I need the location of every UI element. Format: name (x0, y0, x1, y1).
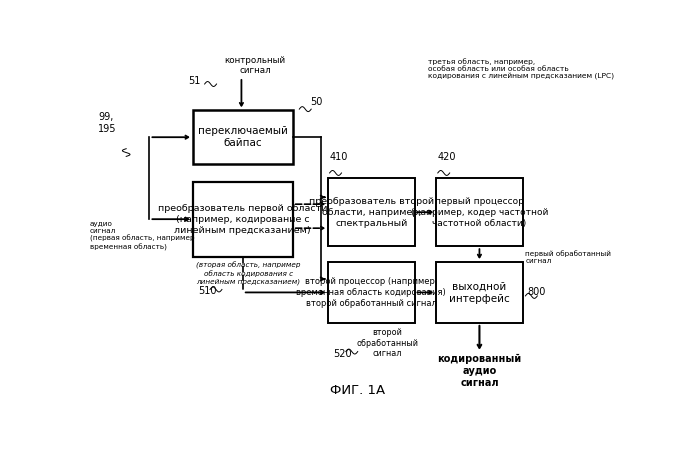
Text: первый процессор
(например, кодер частотной
частотной области): первый процессор (например, кодер частот… (410, 197, 548, 228)
FancyBboxPatch shape (328, 262, 415, 323)
Text: третья область, например,
особая область или особая область
кодирования с линейн: третья область, например, особая область… (428, 58, 614, 80)
Text: преобразователь первой области
(например, кодирование с
линейным предсказанием): преобразователь первой области (например… (158, 203, 327, 235)
Text: 410: 410 (329, 153, 348, 163)
Text: 510: 510 (198, 286, 216, 296)
Text: кодированный
аудио
сигнал: кодированный аудио сигнал (438, 354, 521, 388)
Text: 99,
195: 99, 195 (98, 112, 117, 134)
FancyBboxPatch shape (328, 178, 415, 246)
Text: переключаемый
байпас: переключаемый байпас (198, 126, 288, 149)
Text: аудио
сигнал
(первая область, например
временная область): аудио сигнал (первая область, например в… (90, 221, 195, 251)
Text: первый обработанный
сигнал: первый обработанный сигнал (526, 250, 611, 264)
Text: 420: 420 (438, 153, 456, 163)
Text: второй
обработанный
сигнал: второй обработанный сигнал (357, 328, 419, 358)
Text: 50: 50 (310, 96, 322, 106)
Text: контрольный
сигнал: контрольный сигнал (224, 56, 285, 75)
Text: второй процессор (например,
временная область кодирования)
второй обработанный с: второй процессор (например, временная об… (297, 277, 446, 308)
FancyBboxPatch shape (436, 178, 523, 246)
FancyBboxPatch shape (193, 110, 293, 164)
Text: выходной
интерфейс: выходной интерфейс (449, 281, 510, 304)
FancyBboxPatch shape (193, 182, 293, 257)
Text: ФИГ. 1А: ФИГ. 1А (330, 384, 385, 397)
Text: (вторая область, например
область кодирования с
линейным предсказанием): (вторая область, например область кодиро… (196, 262, 300, 285)
Text: 520: 520 (334, 349, 352, 359)
Text: 51: 51 (188, 76, 201, 86)
Text: 800: 800 (527, 287, 545, 298)
FancyBboxPatch shape (436, 262, 523, 323)
Text: преобразователь второй
области, например,
спектральный: преобразователь второй области, например… (309, 197, 434, 228)
